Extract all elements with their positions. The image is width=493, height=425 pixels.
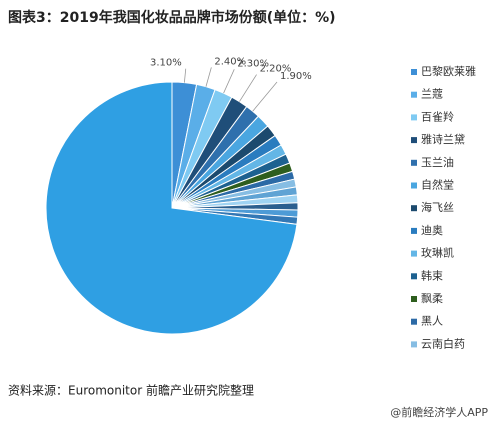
legend-swatch [411, 205, 417, 212]
legend-label: 兰蔻 [421, 88, 443, 101]
leader-line [223, 69, 235, 94]
leader-line [205, 67, 212, 87]
data-label: 1.90% [280, 71, 312, 82]
legend-swatch [411, 273, 417, 280]
legend-swatch [411, 250, 417, 257]
legend-label: 海飞丝 [421, 200, 454, 214]
legend-swatch [411, 182, 417, 189]
legend-swatch [411, 341, 417, 348]
legend-label: 自然堂 [421, 178, 454, 192]
legend-label: 百雀羚 [421, 109, 454, 123]
legend-label: 雅诗兰黛 [421, 132, 465, 146]
legend-swatch [411, 137, 417, 144]
credit: @前瞻经济学人APP [390, 405, 488, 419]
data-label: 2.40% [214, 56, 246, 67]
legend-swatch [411, 296, 417, 302]
legend-label: 玉兰油 [421, 155, 454, 169]
data-label: 2.20% [260, 64, 292, 75]
data-label: 3.10% [150, 58, 182, 69]
data-label: 2.30% [237, 58, 269, 69]
legend-swatch [411, 114, 417, 121]
legend-label: 巴黎欧莱雅 [421, 64, 476, 78]
leader-line [239, 74, 257, 102]
legend-label: 玫琳凯 [421, 246, 454, 260]
chart-title: 图表3：2019年我国化妆品品牌市场份额(单位：%) [8, 9, 336, 26]
legend-label: 韩束 [421, 268, 443, 282]
legend-label: 飘柔 [421, 292, 443, 305]
legend-swatch [411, 159, 417, 166]
legend-swatch [411, 91, 417, 98]
leader-line [183, 68, 187, 83]
legend-label: 云南白药 [421, 336, 465, 350]
legend-swatch [411, 318, 417, 325]
pie-slice [45, 81, 298, 335]
leader-line [252, 81, 278, 112]
legend-label: 黑人 [421, 315, 443, 328]
legend-label: 迪奥 [421, 223, 443, 237]
legend-swatch [411, 69, 417, 75]
legend-swatch [411, 227, 417, 234]
source-note: 资料来源：Euromonitor 前瞻产业研究院整理 [8, 383, 254, 398]
